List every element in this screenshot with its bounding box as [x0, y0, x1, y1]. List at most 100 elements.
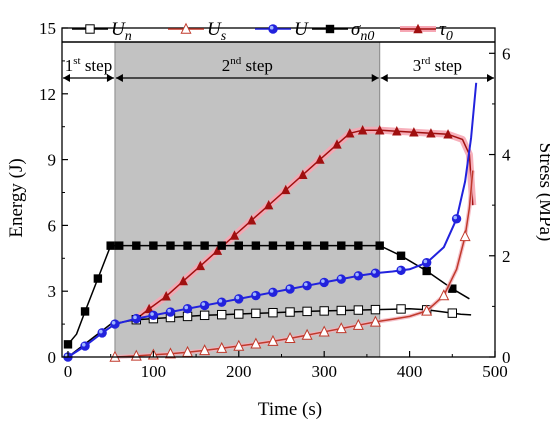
data-point — [251, 308, 261, 319]
legend-item-5: τ0 — [400, 19, 453, 44]
step-arrow-head — [115, 74, 123, 82]
x-axis-title: Time (s) — [258, 399, 322, 420]
data-point — [93, 274, 103, 283]
data-point — [302, 241, 312, 250]
x-tick-label: 400 — [397, 362, 423, 381]
x-tick-label: 100 — [141, 362, 167, 381]
data-point — [234, 241, 243, 250]
data-point — [63, 340, 73, 349]
data-point — [216, 341, 228, 353]
data-point — [132, 241, 141, 250]
data-point — [375, 241, 384, 250]
data-point — [115, 241, 124, 250]
data-point — [195, 260, 206, 271]
series-4 — [63, 241, 470, 349]
data-point — [268, 241, 278, 250]
data-point — [302, 281, 312, 291]
y-right-tick-label: 6 — [502, 44, 511, 63]
data-point — [336, 305, 346, 316]
data-point — [149, 241, 158, 250]
legend-item-3: U — [255, 19, 309, 40]
data-point — [336, 274, 346, 284]
data-point — [234, 309, 244, 319]
y-right-tick-label: 2 — [502, 247, 511, 266]
data-point — [284, 332, 296, 344]
data-point — [451, 214, 462, 224]
data-point — [200, 241, 209, 250]
data-point — [426, 128, 436, 138]
series-5 — [131, 125, 477, 324]
legend-item-4: σn0 — [312, 19, 374, 44]
data-point — [165, 307, 176, 317]
data-point — [335, 322, 347, 334]
data-point — [251, 241, 261, 250]
step-label-1: 1st step — [65, 55, 112, 75]
data-point — [106, 241, 115, 250]
data-point — [281, 184, 291, 195]
y-left-tick-label: 15 — [39, 19, 56, 38]
series-3 — [63, 82, 478, 362]
series-layer — [63, 82, 478, 362]
step-arrow-head — [63, 74, 70, 82]
data-point — [392, 126, 402, 136]
data-point — [131, 313, 142, 324]
data-point — [161, 291, 171, 301]
data-point — [217, 241, 226, 250]
data-point — [370, 268, 381, 278]
data-point — [97, 328, 107, 338]
data-point — [459, 230, 471, 242]
y-left-tick-label: 6 — [48, 216, 57, 235]
data-point — [130, 349, 142, 361]
data-point — [413, 23, 423, 34]
data-point — [345, 128, 355, 138]
data-point — [285, 307, 295, 317]
data-point — [421, 257, 432, 268]
data-point — [251, 290, 261, 301]
data-point — [268, 287, 278, 297]
x-tick-label: 0 — [64, 362, 73, 381]
data-point — [319, 277, 329, 288]
legend-label: Us — [207, 19, 227, 44]
legend-label: Un — [111, 19, 132, 44]
data-point — [246, 215, 257, 225]
y-axis-left-title: Energy (J) — [6, 158, 27, 237]
step-label-2: 2nd step — [222, 55, 273, 75]
data-point — [144, 303, 154, 314]
data-point — [233, 339, 245, 351]
y-left-tick-label: 0 — [48, 348, 57, 367]
data-point — [80, 307, 90, 316]
step-arrow-head — [106, 74, 114, 82]
data-point — [301, 328, 313, 340]
data-point — [285, 241, 295, 250]
data-point — [352, 318, 364, 330]
data-point — [396, 251, 406, 260]
data-point — [421, 304, 433, 316]
data-point — [80, 341, 90, 351]
y-left-tick-label: 3 — [48, 282, 57, 301]
data-point — [217, 297, 227, 307]
data-point — [298, 169, 308, 179]
data-point — [182, 304, 193, 314]
series-2 — [109, 170, 475, 362]
step-label-3: 3rd step — [413, 55, 462, 75]
legend-label: τ0 — [439, 19, 453, 44]
data-point — [229, 230, 240, 240]
y-left-tick-label: 12 — [39, 85, 56, 104]
data-point — [182, 311, 193, 322]
data-point — [166, 241, 175, 250]
data-point — [110, 319, 120, 329]
x-tick-label: 500 — [482, 362, 508, 381]
data-point — [250, 337, 262, 349]
data-point — [268, 307, 278, 318]
data-point — [357, 125, 368, 135]
data-point — [319, 241, 329, 250]
data-point — [443, 129, 453, 139]
x-tick-label: 300 — [311, 362, 337, 381]
data-point — [337, 241, 346, 250]
data-point — [199, 310, 210, 321]
data-point — [354, 241, 363, 250]
data-point — [285, 284, 295, 294]
data-point — [448, 284, 457, 293]
